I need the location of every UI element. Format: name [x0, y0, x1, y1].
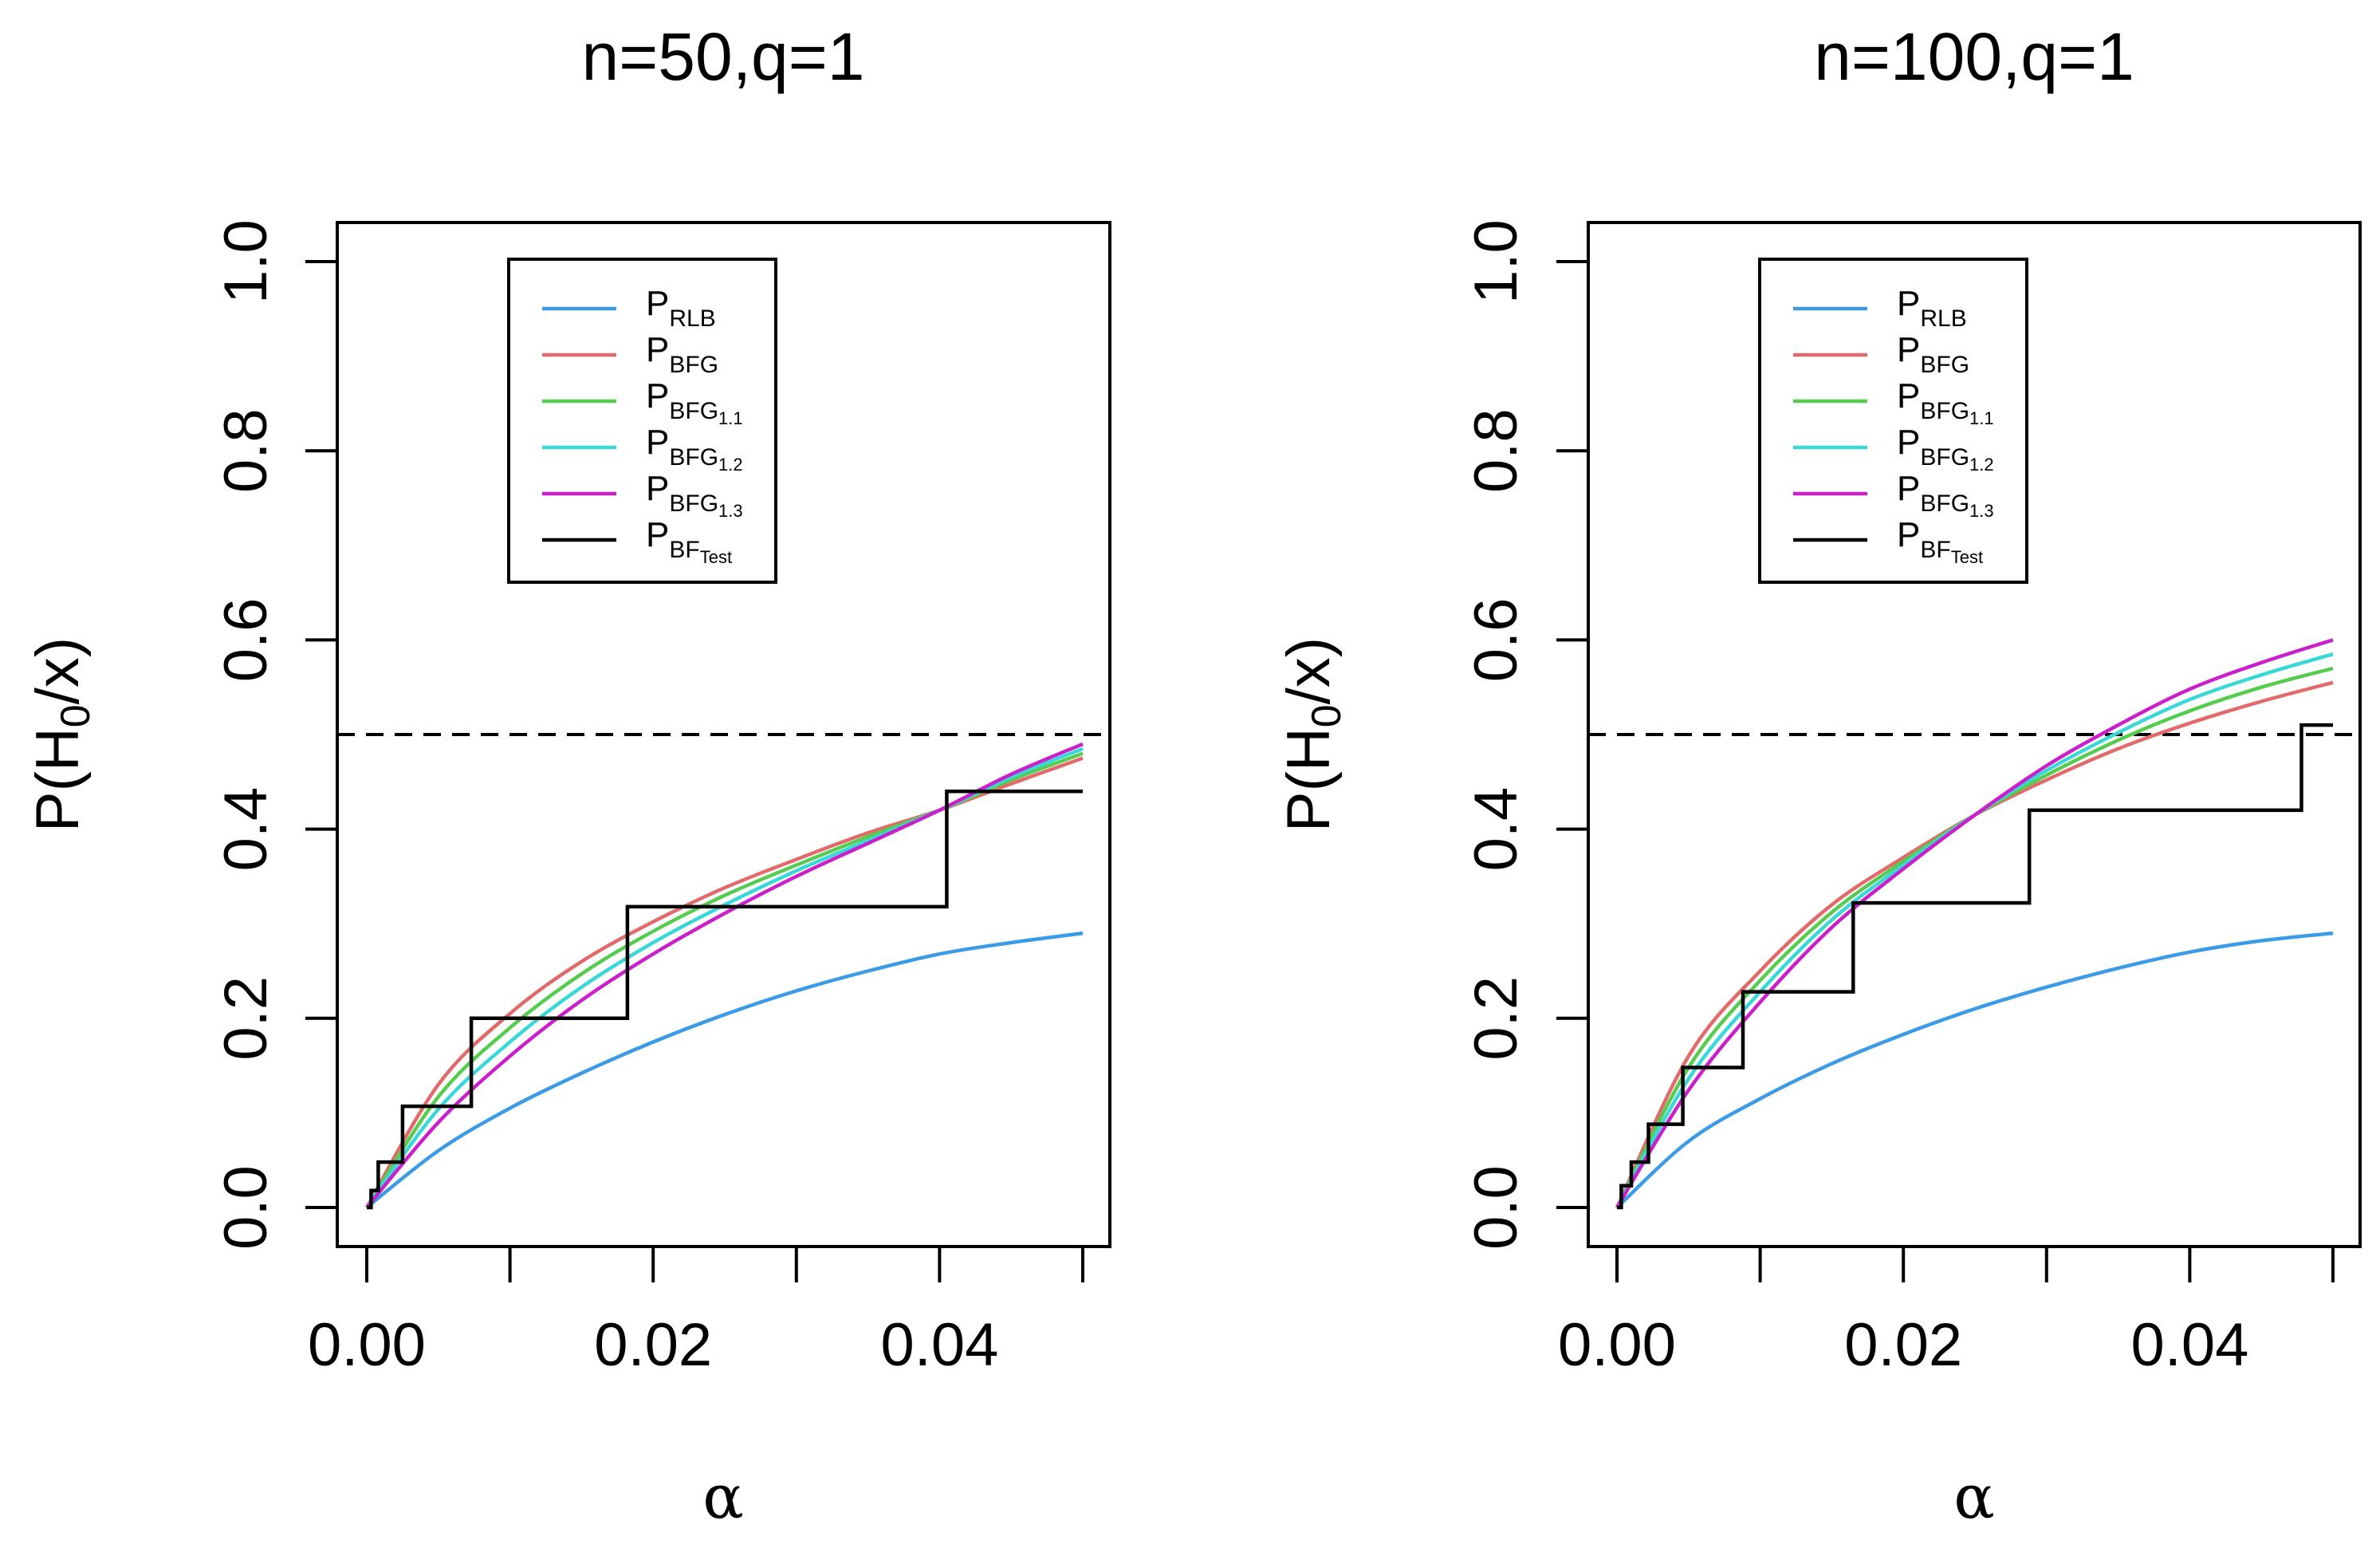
y-tick-label: 0.8	[212, 408, 280, 493]
chart-title: n=50,q=1	[581, 19, 864, 94]
legend-label: PBFG1.1	[646, 376, 743, 428]
legend-label: PRLB	[646, 284, 716, 332]
x-tick-label: 0.04	[2130, 1311, 2248, 1379]
y-tick-label: 0.2	[212, 976, 280, 1061]
series-line-p-rlb	[1615, 931, 2334, 1209]
series-line-p-bfg1-2	[1615, 652, 2334, 1209]
legend-label: PBFG1.2	[646, 423, 743, 475]
x-tick-label: 0.02	[1844, 1311, 1962, 1379]
legend-label: PBFG	[646, 330, 718, 378]
chart-panel-1: n=50,q=1 0.0 0.2 0.4 0.6 0.8 1.0 0.00 0.02 0.04 α P…	[24, 19, 1111, 1532]
chart-panel-2: n=100,q=1 0.0 0.2 0.4 0.6 0.8 1.0 0.00 0.02 0.04 α…	[1275, 19, 2362, 1532]
series-line-p-bfg1-2	[365, 746, 1084, 1209]
legend-label: PBFG1.2	[1897, 423, 1994, 475]
series-line-p-bfg1-1	[1615, 666, 2334, 1209]
legend-frame	[507, 258, 777, 584]
series-line-p-bfg	[365, 756, 1084, 1209]
y-axis-title: P(H0/x)	[24, 637, 99, 832]
series-line-p-bftest	[367, 789, 1083, 1210]
x-tick-label: 0.00	[308, 1311, 426, 1379]
y-tick-label: 0.0	[212, 1165, 280, 1250]
y-tick-label: 0.4	[212, 787, 280, 872]
legend-label: PRLB	[1897, 284, 1967, 332]
legend-label: PBFG1.3	[646, 469, 743, 521]
y-tick-label: 0.2	[1462, 976, 1530, 1061]
y-tick-label: 1.0	[212, 219, 280, 304]
series-line-p-rlb	[365, 931, 1084, 1209]
y-axis-title: P(H0/x)	[1275, 637, 1350, 832]
series-line-p-bfg1-1	[365, 751, 1084, 1209]
legend-label: PBFG	[1897, 330, 1969, 378]
x-tick-label: 0.00	[1558, 1311, 1676, 1379]
legend-label: PBFG1.3	[1897, 469, 1994, 521]
legend-label: PBFG1.1	[1897, 376, 1994, 428]
chart-title: n=100,q=1	[1814, 19, 2134, 94]
series-line-p-bfg1-3	[365, 742, 1084, 1209]
legend-label: PBFTest	[1897, 515, 1983, 567]
series-line-p-bftest	[1617, 723, 2333, 1210]
x-axis-title: α	[1953, 1461, 1994, 1532]
x-axis-title: α	[702, 1461, 743, 1532]
x-tick-label: 0.02	[594, 1311, 712, 1379]
y-tick-label: 0.0	[1462, 1165, 1530, 1250]
x-tick-label: 0.04	[880, 1311, 998, 1379]
y-tick-label: 0.8	[1462, 408, 1530, 493]
y-tick-label: 0.6	[1462, 598, 1530, 683]
y-tick-label: 0.6	[212, 598, 280, 683]
legend-label: PBFTest	[646, 515, 732, 567]
y-tick-label: 1.0	[1462, 219, 1530, 304]
y-tick-label: 0.4	[1462, 787, 1530, 872]
legend-frame	[1758, 258, 2028, 584]
series-line-p-bfg1-3	[1615, 638, 2334, 1209]
